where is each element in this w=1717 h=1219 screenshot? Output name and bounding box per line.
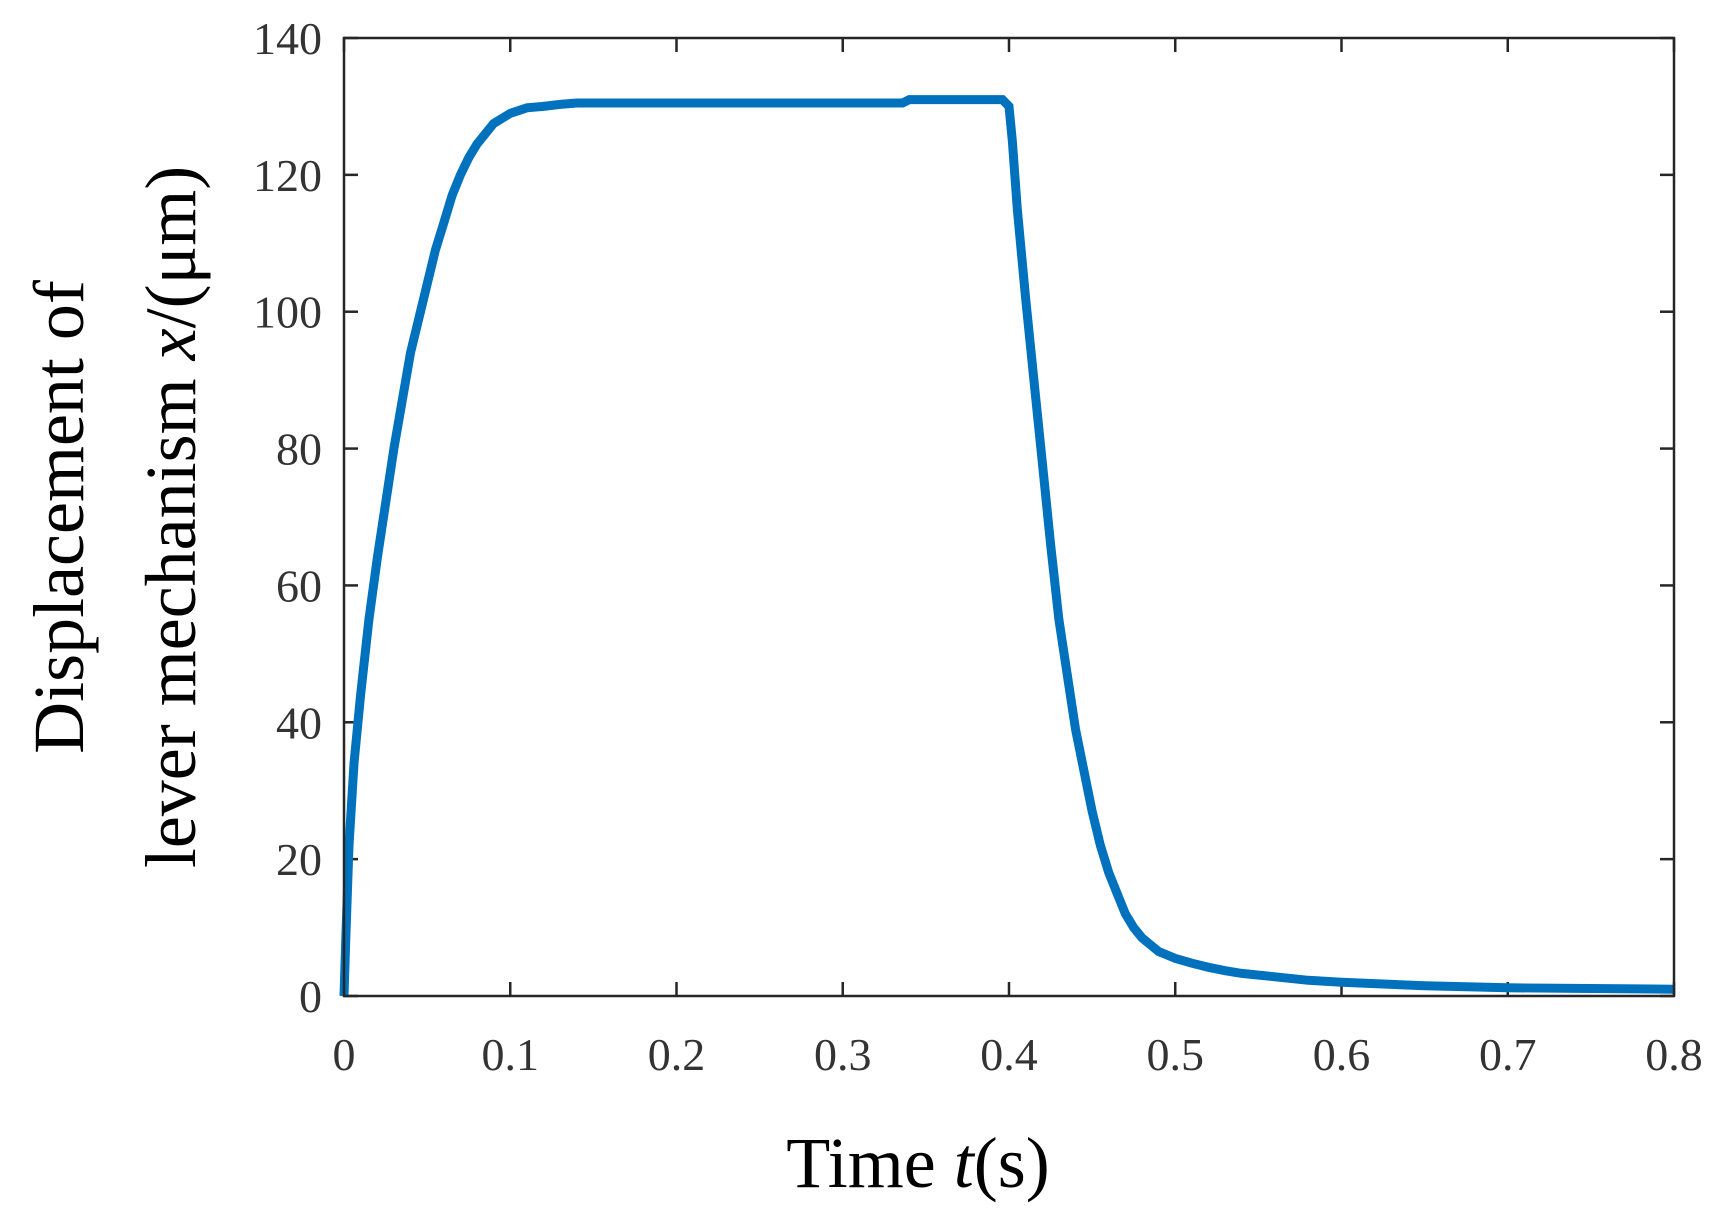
- y-axis-tick-labels: 0 20 40 60 80 100 120 140: [253, 13, 322, 1022]
- x-tick-label: 0.4: [980, 1029, 1038, 1080]
- y-tick-label: 60: [276, 560, 322, 611]
- y-tick-label: 40: [276, 697, 322, 748]
- y-tick-label: 20: [276, 834, 322, 885]
- x-tick-label: 0.6: [1313, 1029, 1371, 1080]
- y-tick-label: 80: [276, 424, 322, 475]
- x-axis-tick-labels: 0 0.1 0.2 0.3 0.4 0.5 0.6 0.7 0.8: [333, 1029, 1703, 1080]
- x-tick-label: 0: [333, 1029, 356, 1080]
- x-tick-label: 0.5: [1147, 1029, 1205, 1080]
- plot-background: [344, 38, 1674, 996]
- y-axis-title: Displacement of lever mechanism x/(μm): [19, 166, 211, 868]
- y-axis-title-line2: lever mechanism x/(μm): [131, 166, 211, 868]
- x-tick-label: 0.7: [1479, 1029, 1537, 1080]
- x-tick-label: 0.3: [814, 1029, 872, 1080]
- series-line-displacement: [339, 95, 1675, 997]
- x-axis-title: Time t(s): [786, 1123, 1049, 1203]
- plot-frame: [342, 36, 1676, 998]
- x-tick-label: 0.8: [1645, 1029, 1703, 1080]
- y-axis-title-line1: Displacement of: [19, 280, 99, 754]
- x-tick-label: 0.1: [482, 1029, 540, 1080]
- y-tick-label: 140: [253, 13, 322, 64]
- x-tick-label: 0.2: [648, 1029, 706, 1080]
- y-tick-label: 120: [253, 150, 322, 201]
- y-tick-label: 0: [299, 971, 322, 1022]
- y-tick-label: 100: [253, 287, 322, 338]
